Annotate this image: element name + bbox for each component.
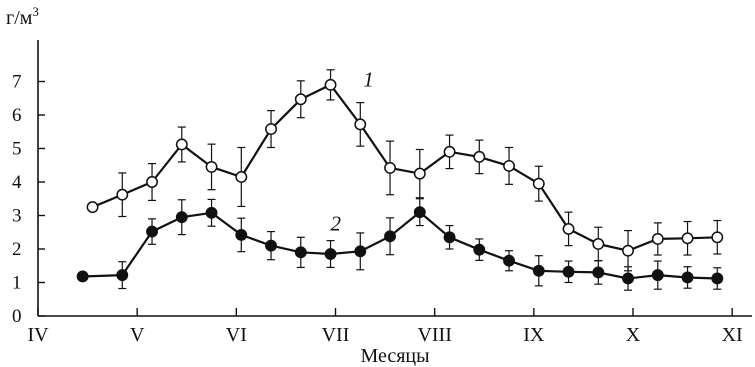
data-point <box>384 161 396 174</box>
data-point <box>443 145 456 158</box>
data-point <box>116 269 129 282</box>
data-point <box>592 238 605 250</box>
data-point <box>324 248 337 260</box>
data-point <box>622 272 634 285</box>
x-tick-label: VII <box>322 324 350 346</box>
data-point <box>503 159 515 172</box>
data-point <box>86 201 99 214</box>
y-tick-label: 4 <box>12 172 22 193</box>
data-point <box>413 167 426 180</box>
data-point <box>503 254 515 267</box>
data-point <box>651 233 664 245</box>
labels: г/м3 Месяцы 1 2 <box>6 4 430 367</box>
data-point <box>473 150 486 163</box>
data-point <box>592 266 605 279</box>
data-point <box>146 225 158 238</box>
data-point <box>235 171 248 183</box>
data-point <box>443 231 456 244</box>
data-point <box>622 244 634 257</box>
data-point <box>235 228 248 241</box>
data-point <box>294 93 307 106</box>
data-point <box>532 264 545 277</box>
data-point <box>354 118 367 131</box>
series-line <box>82 211 718 280</box>
data-point <box>354 245 367 258</box>
y-tick-label: 7 <box>12 72 22 93</box>
data-point <box>681 232 694 245</box>
data-point <box>562 222 575 235</box>
series-1-label: 1 <box>363 68 374 92</box>
data-point <box>265 123 277 136</box>
data-point <box>265 239 277 252</box>
series-1 <box>86 69 724 272</box>
y-tick-label: 2 <box>12 239 22 260</box>
y-tick-label: 6 <box>12 105 22 126</box>
y-tick-label: 5 <box>12 139 22 160</box>
x-tick-label: X <box>626 324 641 346</box>
series-line <box>92 83 718 252</box>
series-layer <box>76 69 724 291</box>
data-point <box>413 206 426 219</box>
y-tick-label: 3 <box>12 206 22 227</box>
data-point <box>711 272 724 285</box>
axes: 0 1 2 3 4 5 6 7 IV V VI VII VIII IX X XI <box>12 40 752 346</box>
data-point <box>146 176 158 188</box>
data-point <box>175 211 188 224</box>
data-point <box>175 138 188 151</box>
data-point <box>205 160 218 173</box>
series-2-label: 2 <box>331 212 342 236</box>
data-point <box>116 188 129 201</box>
data-point <box>76 270 89 283</box>
data-point <box>205 206 218 219</box>
x-tick-label: V <box>130 324 145 346</box>
y-axis-label: г/м3 <box>6 4 39 29</box>
data-point <box>294 246 307 259</box>
x-axis-label: Месяцы <box>360 345 429 367</box>
data-point <box>651 269 664 282</box>
data-point <box>681 271 694 284</box>
x-tick-label: VIII <box>417 324 451 346</box>
data-point <box>473 243 486 256</box>
data-point <box>324 78 337 91</box>
y-tick-label: 0 <box>12 306 22 327</box>
x-tick-label: IX <box>523 324 545 346</box>
data-point <box>532 177 545 190</box>
y-tick-label: 1 <box>12 273 22 294</box>
data-point <box>711 231 724 244</box>
x-tick-label: VI <box>226 324 247 346</box>
x-tick-label: IV <box>27 324 49 346</box>
data-point <box>562 265 575 278</box>
data-point <box>384 230 396 243</box>
x-tick-label: XI <box>722 324 743 346</box>
series-2 <box>76 198 724 291</box>
